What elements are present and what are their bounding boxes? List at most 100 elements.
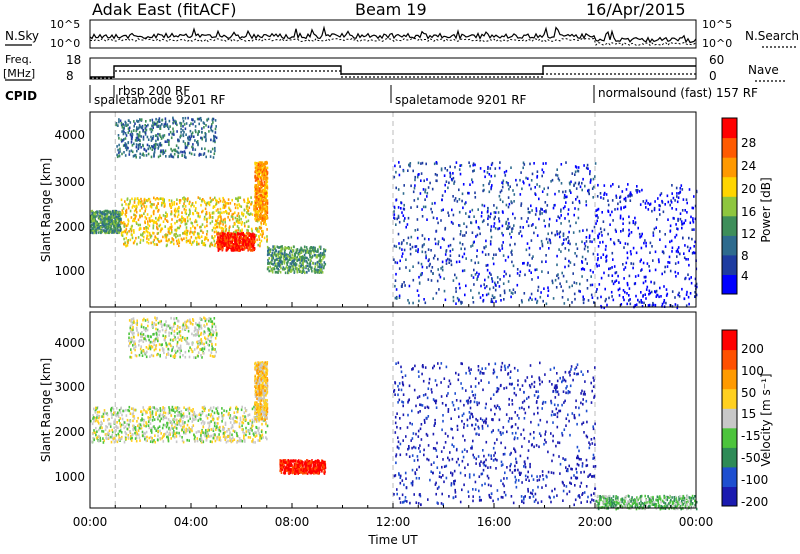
data-cell [498,227,501,230]
data-cell [93,219,95,223]
data-cell [105,225,108,228]
data-cell [669,203,671,207]
data-cell [571,284,573,288]
data-cell [119,226,122,230]
data-cell [300,256,303,259]
data-cell [239,196,242,199]
data-cell [157,118,160,122]
data-cell [408,163,410,167]
power-cbar-tick-8: 8 [741,249,749,263]
data-cell [182,117,184,120]
data-cell [676,306,679,310]
data-cell [257,202,260,205]
data-cell [324,249,326,253]
data-cell [221,420,223,423]
data-cell [587,299,590,302]
data-cell [237,221,239,224]
data-cell [135,210,138,214]
data-cell [255,199,258,202]
data-cell [117,432,120,436]
data-cell [126,224,129,227]
data-cell [402,239,405,242]
data-cell [258,235,260,238]
data-cell [248,213,251,216]
data-cell [678,291,680,295]
data-cell [235,220,238,223]
data-cell [171,149,173,153]
data-cell [528,298,530,302]
data-cell [545,302,548,306]
data-cell [622,229,624,232]
data-cell [275,270,278,274]
data-cell [455,276,458,280]
data-cell [575,187,578,190]
data-cell [449,243,452,247]
data-cell [97,231,100,234]
data-cell [264,175,266,179]
data-cell [157,240,160,243]
data-cell [450,220,453,224]
data-cell [164,416,166,419]
data-cell [581,260,583,263]
data-cell [545,237,548,241]
data-cell [636,185,638,188]
data-cell [476,255,478,258]
data-cell [166,213,168,216]
data-cell [254,195,257,199]
data-cell [107,226,110,230]
data-cell [577,166,580,169]
data-cell [543,219,545,222]
data-cell [208,203,211,207]
data-cell [562,190,564,194]
data-cell [648,269,651,273]
data-cell [426,266,428,269]
data-cell [124,142,127,145]
data-cell [228,238,231,242]
data-cell [118,137,120,140]
data-cell [508,225,511,229]
data-cell [189,232,191,235]
data-cell [639,260,642,263]
data-cell [259,181,261,184]
data-cell [449,175,452,179]
data-cell [463,234,466,237]
data-cell [261,161,264,164]
data-cell [597,183,599,187]
data-cell [156,204,158,208]
data-cell [581,188,583,192]
data-cell [150,130,153,134]
data-cell [501,224,504,228]
data-cell [162,235,164,239]
data-cell [290,256,292,260]
data-cell [219,199,222,203]
data-cell [110,224,113,227]
data-cell [574,207,576,210]
data-cell [240,241,243,245]
data-cell [246,228,248,232]
data-cell [494,227,497,230]
data-cell [541,168,544,172]
data-cell [579,290,581,293]
data-cell [440,267,442,270]
data-cell [260,213,262,217]
data-cell [188,208,191,212]
data-cell [528,183,531,187]
data-cell [254,162,256,165]
data-cell [203,152,206,155]
data-cell [544,201,547,204]
data-cell [166,140,168,143]
data-cell [598,264,600,267]
colorbar-segment [722,274,737,295]
data-cell [138,126,140,130]
data-cell [439,275,442,279]
data-cell [172,116,174,120]
data-cell [138,123,141,127]
data-cell [409,243,411,246]
data-cell [138,436,141,440]
data-cell [134,217,136,220]
data-cell [125,146,128,149]
data-cell [619,195,622,198]
data-cell [406,242,408,245]
data-cell [476,278,478,281]
data-cell [576,195,579,199]
